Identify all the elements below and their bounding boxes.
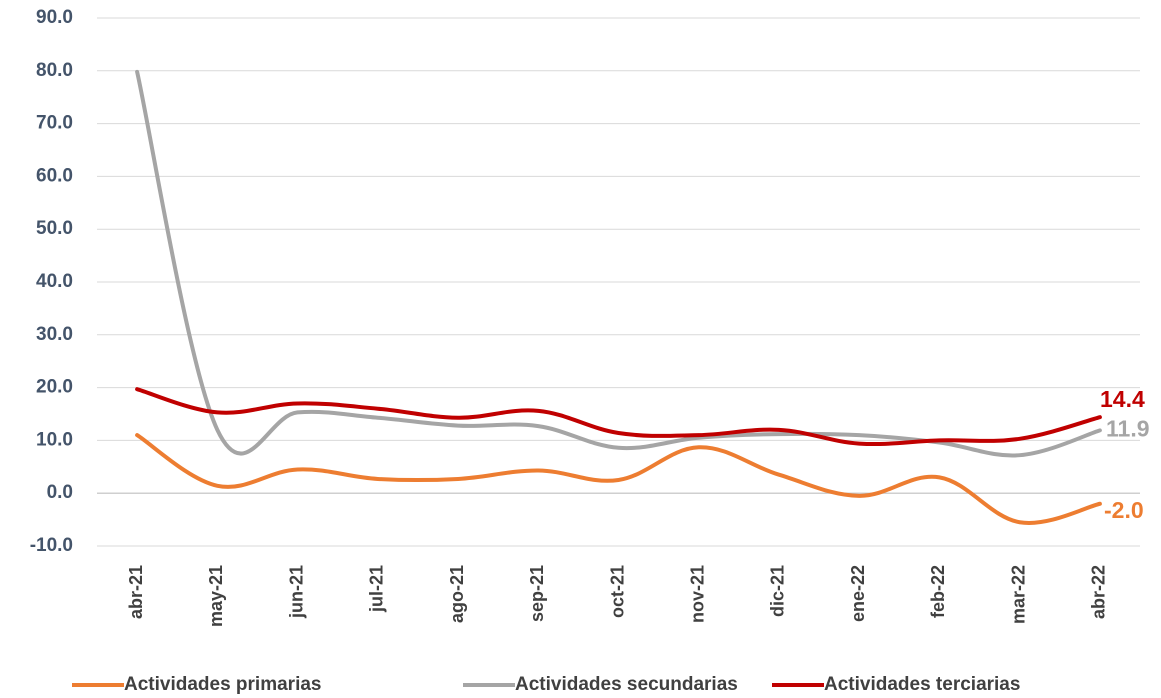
legend-label: Actividades primarias (124, 674, 321, 695)
y-tick-label: -10.0 (30, 535, 73, 556)
y-tick-label: 10.0 (36, 429, 73, 450)
x-tick-label: dic-21 (768, 565, 788, 617)
y-tick-label: 50.0 (36, 218, 73, 239)
y-tick-label: 90.0 (36, 7, 73, 28)
legend-label: Actividades secundarias (515, 674, 738, 695)
x-tick-label: nov-21 (687, 565, 707, 623)
y-tick-label: 70.0 (36, 113, 73, 134)
x-tick-label: ene-22 (848, 565, 868, 622)
x-tick-label: abr-22 (1089, 565, 1109, 619)
y-tick-label: 0.0 (47, 482, 73, 503)
y-tick-label: 20.0 (36, 377, 73, 398)
series-line (135, 433, 1102, 525)
series-line (135, 69, 1102, 458)
data-label: -2.0 (1104, 497, 1144, 523)
x-tick-label: abr-21 (126, 565, 146, 619)
x-tick-label: sep-21 (527, 565, 547, 622)
x-tick-label: oct-21 (607, 565, 627, 618)
y-tick-label: 30.0 (36, 324, 73, 345)
y-tick-label: 80.0 (36, 60, 73, 81)
y-tick-label: 40.0 (36, 271, 73, 292)
x-tick-label: feb-22 (928, 565, 948, 618)
data-label: 14.4 (1100, 386, 1145, 412)
legend-label: Actividades terciarias (824, 674, 1020, 695)
series-line (135, 387, 1102, 447)
x-tick-label: ago-21 (447, 565, 467, 623)
x-tick-label: jun-21 (286, 565, 306, 619)
y-tick-label: 60.0 (36, 165, 73, 186)
data-label: 11.9 (1106, 415, 1150, 441)
x-tick-label: jul-21 (367, 565, 387, 613)
x-tick-label: may-21 (206, 565, 226, 627)
x-tick-label: mar-22 (1008, 565, 1028, 624)
